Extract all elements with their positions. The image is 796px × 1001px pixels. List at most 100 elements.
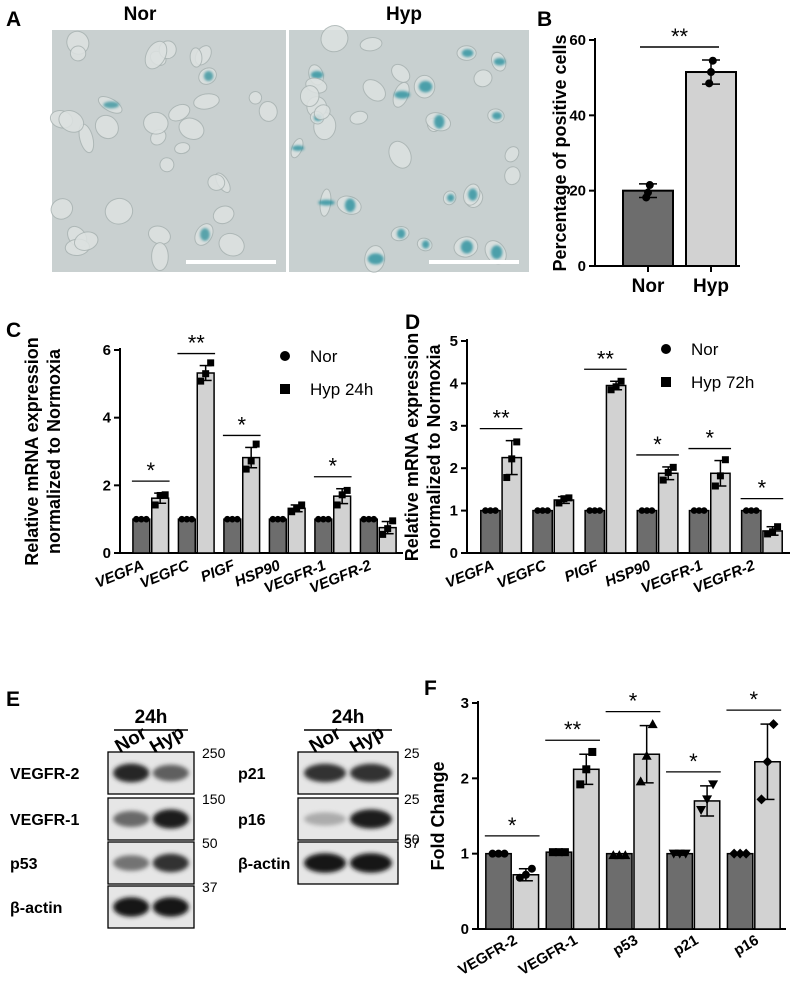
data-point xyxy=(143,515,150,523)
data-point xyxy=(711,482,719,490)
y-tick-label: 4 xyxy=(450,375,459,392)
x-tick-label: VEGFC xyxy=(137,557,192,593)
data-point xyxy=(576,780,585,789)
y-tick-label: 0 xyxy=(578,258,586,275)
data-point xyxy=(774,523,782,531)
cell xyxy=(168,103,191,122)
x-tick-label: PIGF xyxy=(562,557,602,586)
molecular-weight: 25 xyxy=(404,791,420,807)
data-point xyxy=(234,515,241,523)
data-point xyxy=(643,507,651,514)
significance-mark: * xyxy=(328,454,337,479)
y-tick-label: 4 xyxy=(103,410,112,427)
cell xyxy=(248,91,263,105)
data-point xyxy=(644,188,652,197)
data-point xyxy=(705,79,714,88)
cell xyxy=(391,63,411,83)
data-point xyxy=(188,515,196,523)
data-point xyxy=(151,501,159,509)
bar xyxy=(268,518,288,554)
cell xyxy=(143,111,169,135)
molecular-weight: 50 xyxy=(202,835,218,851)
cell xyxy=(349,110,369,125)
data-point xyxy=(544,507,551,514)
data-point xyxy=(582,765,591,774)
data-point xyxy=(338,491,346,499)
stained-cell xyxy=(310,71,324,79)
blot-row-label: β-actin xyxy=(238,856,290,873)
molecular-weight: 37 xyxy=(404,835,420,851)
stained-cell xyxy=(447,194,455,202)
stained-cell xyxy=(103,101,120,109)
blot-timepoint: 24h xyxy=(135,707,168,728)
micrograph-title-hyp: Hyp xyxy=(386,4,422,25)
y-tick-label: 2 xyxy=(450,460,458,477)
cell xyxy=(50,198,74,220)
x-tick-label: p53 xyxy=(610,932,641,960)
data-point xyxy=(178,515,186,523)
data-point xyxy=(197,377,205,385)
x-tick-label: PIGF xyxy=(198,557,238,586)
data-point xyxy=(607,386,615,394)
legend-marker-nor xyxy=(280,351,290,361)
data-point xyxy=(482,507,489,514)
data-point xyxy=(555,499,563,507)
data-point xyxy=(696,805,707,815)
data-point xyxy=(370,515,378,523)
y-tick-label: 2 xyxy=(103,477,111,494)
bar xyxy=(605,384,627,554)
bar xyxy=(177,518,196,554)
y-tick-label: 0 xyxy=(103,545,111,562)
significance-mark: * xyxy=(758,476,767,501)
stained-cell xyxy=(460,240,473,254)
blot-band xyxy=(350,853,392,873)
chart-f-fold-change: 0 1 2 3 Fold Change * VEGFR-2 ** VEGFR-1 * p53 * p21… xyxy=(428,687,786,979)
significance-mark: * xyxy=(629,689,638,714)
data-point xyxy=(503,474,511,482)
molecular-weight: 250 xyxy=(202,745,226,761)
data-point xyxy=(315,515,322,523)
chart-c-mrna-24h: 0 2 4 6 Relative mRNA expression normalized t… xyxy=(22,331,403,597)
blot-band xyxy=(350,809,392,829)
bar xyxy=(740,509,762,554)
legend-label-hyp: Hyp 24h xyxy=(310,380,373,399)
molecular-weight: 150 xyxy=(202,791,226,807)
x-tick-label: VEGFC xyxy=(494,557,549,593)
data-point xyxy=(695,507,703,514)
data-point xyxy=(513,438,521,446)
data-point xyxy=(554,848,563,857)
cell xyxy=(69,45,87,62)
data-point xyxy=(707,68,715,77)
x-tick-label: VEGFA xyxy=(443,557,497,592)
significance-mark: ** xyxy=(597,346,615,371)
bar xyxy=(314,518,333,554)
cell xyxy=(362,79,386,102)
blot-band xyxy=(304,812,346,826)
cell xyxy=(313,104,331,121)
molecular-weight: 50 xyxy=(404,831,420,847)
x-tick-label: p21 xyxy=(671,932,702,960)
stained-cell xyxy=(344,198,356,212)
data-point xyxy=(269,515,277,523)
bar xyxy=(132,518,151,554)
cell xyxy=(320,25,349,53)
cell xyxy=(178,117,205,141)
significance-mark: * xyxy=(508,813,517,838)
bar xyxy=(223,518,242,554)
x-tick-label: VEGFR-1 xyxy=(516,932,581,979)
data-point xyxy=(680,849,691,859)
data-point xyxy=(648,507,656,514)
bar xyxy=(622,189,674,268)
y-tick-label: 20 xyxy=(569,183,586,200)
data-point xyxy=(288,508,296,516)
panel-label-c: C xyxy=(6,319,21,342)
data-point xyxy=(487,507,494,514)
data-point xyxy=(133,515,140,523)
blot-band xyxy=(304,763,346,783)
micrograph-hyp xyxy=(289,25,529,273)
data-point xyxy=(617,377,625,385)
stained-cell xyxy=(434,114,445,129)
stained-cell xyxy=(203,71,214,82)
y-tick-label: 5 xyxy=(450,333,458,350)
